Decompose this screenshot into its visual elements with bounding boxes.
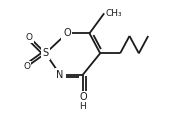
Text: O: O	[79, 92, 87, 102]
Text: S: S	[42, 48, 49, 58]
Text: CH₃: CH₃	[105, 9, 122, 18]
Text: O: O	[79, 92, 87, 102]
Text: O: O	[26, 33, 33, 42]
Text: O: O	[23, 62, 30, 71]
Text: N: N	[57, 70, 64, 80]
Text: O: O	[63, 28, 71, 38]
Text: O: O	[63, 28, 71, 38]
Text: S: S	[42, 48, 49, 58]
Text: N: N	[57, 70, 64, 80]
Text: H: H	[79, 102, 86, 111]
